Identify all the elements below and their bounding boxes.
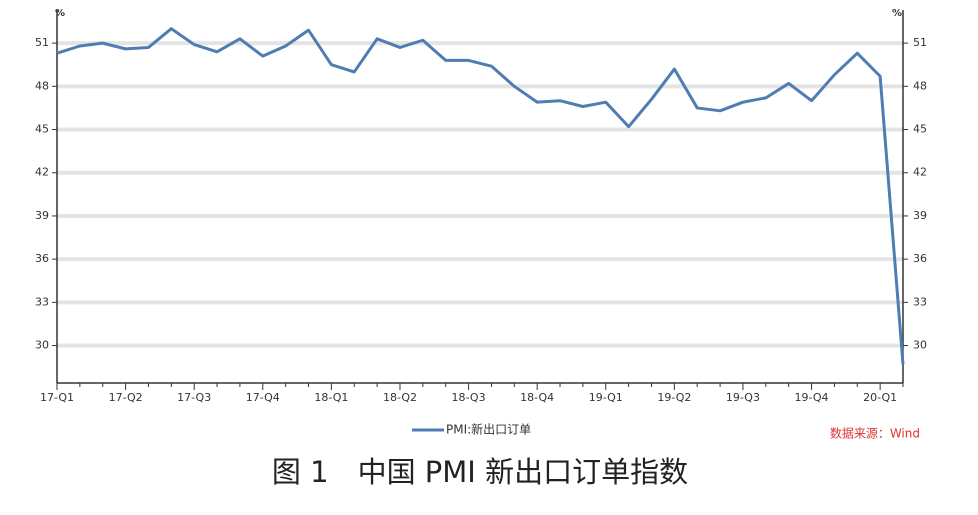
x-tick-label: 19-Q2: [657, 391, 691, 404]
y-tick-label: 39: [35, 209, 49, 222]
y2-tick-label: 42: [913, 166, 927, 179]
y2-tick-label: 30: [913, 339, 927, 352]
source-note: 数据来源：Wind: [830, 426, 920, 441]
data-line: [56, 27, 905, 365]
x-tick-label: 19-Q4: [795, 391, 829, 404]
x-tick-label: 17-Q1: [40, 391, 74, 404]
y2-tick-label: 48: [913, 79, 927, 92]
x-tick-label: 18-Q2: [383, 391, 417, 404]
x-tick-label: 17-Q3: [177, 391, 211, 404]
y-tick-label: 48: [35, 79, 49, 92]
y2-unit: %: [892, 8, 902, 19]
y-unit: %: [55, 8, 65, 19]
x-tick-label: 18-Q4: [520, 391, 554, 404]
y2-tick-label: 36: [913, 252, 927, 265]
x-tick-label: 17-Q4: [246, 391, 280, 404]
legend-label: PMI:新出口订单: [446, 422, 531, 437]
x-tick-label: 18-Q3: [452, 391, 486, 404]
y-tick-label: 42: [35, 166, 49, 179]
y-tick-label: 30: [35, 339, 49, 352]
y2-tick-label: 51: [913, 36, 927, 49]
y2-tick-label: 45: [913, 123, 927, 136]
figure-caption: 图 1 中国 PMI 新出口订单指数: [272, 455, 688, 489]
y2-tick-label: 33: [913, 295, 927, 308]
y-tick-label: 36: [35, 252, 49, 265]
y-tick-label: 51: [35, 36, 49, 49]
x-tick-label: 19-Q3: [726, 391, 760, 404]
x-tick-label: 20-Q1: [863, 391, 897, 404]
y2-tick-label: 39: [913, 209, 927, 222]
x-tick-label: 17-Q2: [109, 391, 143, 404]
x-tick-label: 18-Q1: [314, 391, 348, 404]
y-tick-label: 33: [35, 295, 49, 308]
x-tick-label: 19-Q1: [589, 391, 623, 404]
y-tick-label: 45: [35, 123, 49, 136]
